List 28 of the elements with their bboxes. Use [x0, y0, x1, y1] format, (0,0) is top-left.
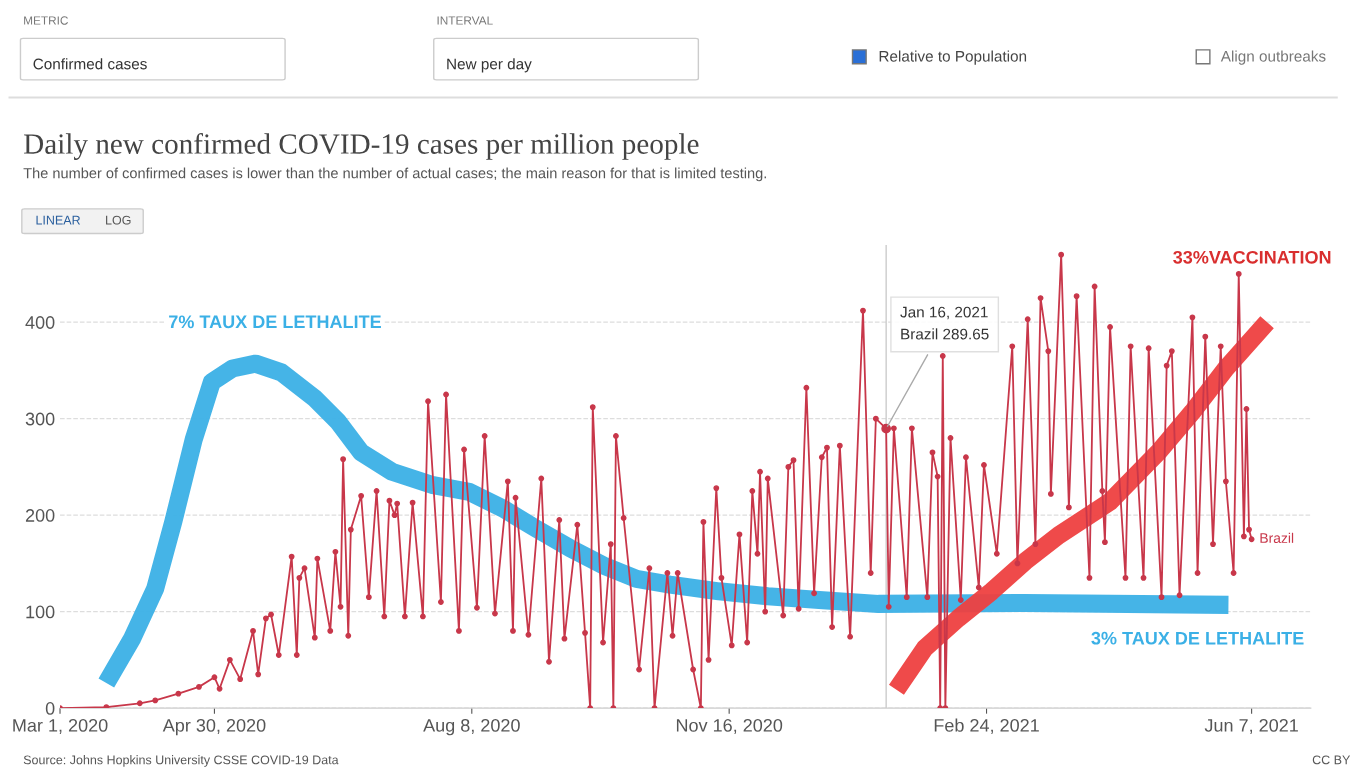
text: Align outbreaks: [1220, 50, 1326, 65]
series-label: Brazil: [1260, 532, 1294, 543]
y-tick-label: 100: [26, 605, 55, 619]
text: LINEAR: [36, 215, 81, 225]
x-tick-label: Nov 16, 2020: [676, 718, 783, 734]
text: Confirmed cases: [33, 58, 147, 70]
x-tick-label: Apr 30, 2020: [162, 718, 266, 736]
chart-title: Daily new confirmed COVID-19 cases per million people: [24, 133, 699, 160]
y-tick-label: 400: [25, 316, 55, 329]
annotation: 7% TAUX DE LETHALITE: [169, 315, 381, 329]
y-tick-label: 200: [25, 509, 55, 522]
y-tick-label: 0: [45, 702, 55, 715]
annotation: 3% TAUX DE LETHALITE: [1091, 631, 1304, 645]
text: INTERVAL: [437, 16, 493, 25]
x-tick-label: Aug 8, 2020: [423, 718, 520, 736]
text: New per day: [447, 58, 532, 73]
chart-subtitle: The number of confirmed cases is lower than the number of actual cases; the main reason for that is limited testing.: [23, 167, 766, 182]
y-tick-label: 300: [25, 412, 55, 426]
text: CC BY: [1312, 755, 1351, 765]
x-tick-label: Feb 24, 2021: [934, 718, 1039, 734]
x-tick-label: Mar 1, 2020: [13, 718, 108, 734]
text: LOG: [106, 215, 131, 225]
annotation: 33%VACCINATION: [1173, 250, 1331, 264]
source-note: Source: Johns Hopkins University CSSE COVID-19 Data: [23, 755, 339, 767]
annotation: Jan 16, 2021 Brazil 289.65: [900, 306, 989, 340]
text: Relative to Population: [879, 50, 1027, 65]
x-tick-label: Jun 7, 2021: [1204, 718, 1298, 734]
text: METRIC: [24, 16, 68, 25]
